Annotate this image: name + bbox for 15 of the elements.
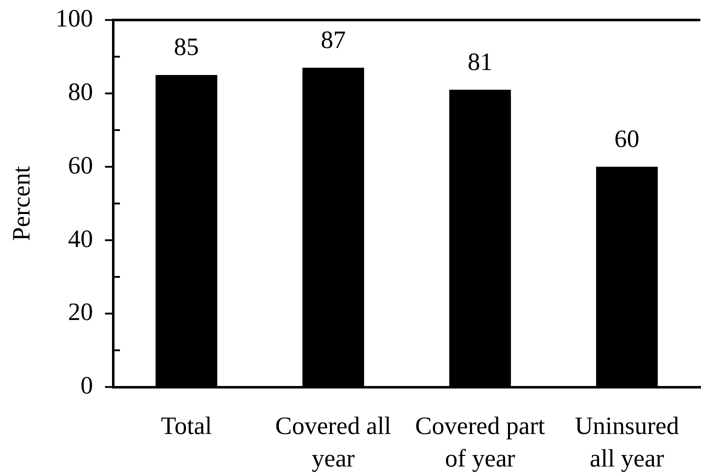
x-tick-label: Covered part of year xyxy=(415,412,546,472)
y-tick-label: 60 xyxy=(68,152,93,180)
y-tick-label: 40 xyxy=(68,226,93,253)
x-tick-label: Uninsured all year xyxy=(574,412,680,472)
data-label: 87 xyxy=(320,26,346,54)
y-tick-label: 80 xyxy=(68,78,93,106)
data-label: 81 xyxy=(468,48,493,76)
y-tick-label: 20 xyxy=(68,299,93,326)
data-label: 85 xyxy=(174,34,199,62)
y-tick-label: 100 xyxy=(56,6,93,33)
data-label: 60 xyxy=(614,126,640,153)
y-tick-label: 0 xyxy=(80,372,93,400)
x-tick-label: Covered all year xyxy=(275,412,392,472)
x-tick-label: Total xyxy=(160,412,212,440)
y-axis-title: Percent xyxy=(8,166,36,241)
